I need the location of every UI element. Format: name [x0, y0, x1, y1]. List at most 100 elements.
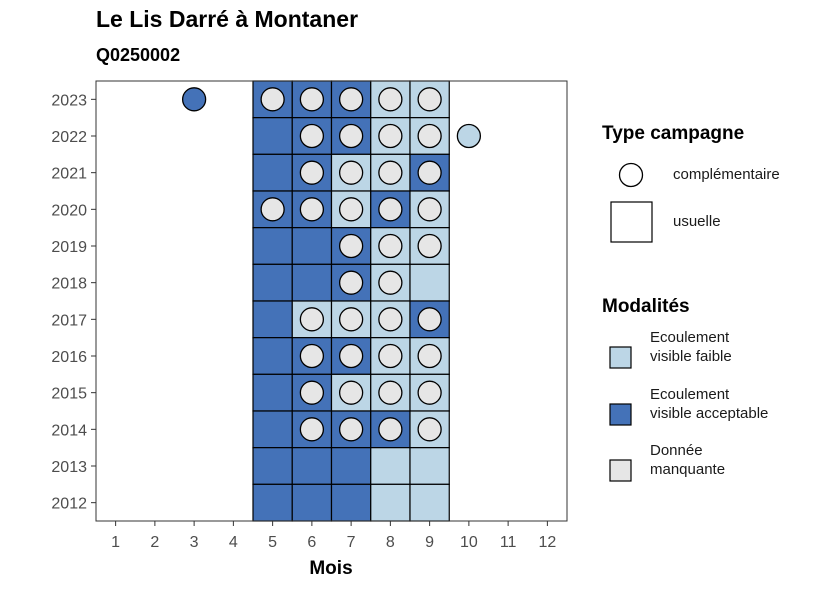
y-tick-label-2022: 2022	[51, 129, 87, 146]
point-2020-6	[299, 197, 325, 222]
point-2015-6	[299, 380, 325, 405]
x-axis-label: Mois	[309, 558, 352, 579]
tile-2018-6	[291, 263, 333, 302]
point-2021-8	[378, 160, 403, 185]
x-tick-label-10: 10	[460, 534, 478, 551]
y-tick-label-2012: 2012	[51, 496, 87, 513]
point-2021-6	[299, 160, 325, 185]
y-tick-label-2017: 2017	[51, 312, 87, 329]
legend-label-manquante: Donnée manquante	[650, 442, 726, 478]
legend-label-acceptable: Ecoulement visible acceptable	[650, 386, 769, 422]
x-tick-label-12: 12	[538, 534, 556, 551]
point-2023-5	[260, 87, 285, 112]
point-2016-9	[417, 343, 442, 369]
y-tick-label-2021: 2021	[51, 166, 87, 183]
point-2023-6	[299, 87, 325, 112]
x-tick-label-1: 1	[111, 534, 120, 551]
point-2022-6	[299, 123, 325, 149]
point-2020-8	[378, 197, 403, 222]
point-2018-7	[338, 270, 364, 295]
point-2022-7	[338, 123, 364, 149]
legend-modalites-title: Modalités	[602, 296, 690, 317]
point-2015-7	[338, 380, 364, 405]
point-2014-7	[338, 417, 364, 442]
legend-key-complementaire	[618, 162, 644, 188]
point-2019-8	[378, 233, 403, 259]
point-2022-10	[456, 123, 482, 149]
point-2020-9	[417, 197, 442, 222]
tile-2013-5	[252, 447, 293, 485]
point-2017-7	[338, 307, 364, 332]
point-2021-9	[417, 160, 442, 185]
tile-2016-6	[291, 337, 333, 375]
point-2022-8	[378, 123, 403, 149]
y-tick-label-2014: 2014	[51, 422, 87, 439]
tile-2014-5	[252, 410, 293, 449]
legend-label-usuelle: usuelle	[673, 213, 721, 230]
point-2014-8	[378, 417, 403, 442]
y-tick-label-2020: 2020	[51, 202, 87, 219]
point-2023-7	[338, 87, 364, 112]
tile-2021-5	[252, 153, 293, 192]
point-2022-9	[417, 123, 442, 149]
tile-2012-7	[330, 483, 372, 522]
x-tick-label-5: 5	[268, 534, 277, 551]
tile-2018-5	[252, 263, 293, 302]
y-tick-label-2023: 2023	[51, 92, 87, 109]
tile-2012-8	[370, 483, 411, 522]
point-2017-9	[417, 307, 442, 332]
point-2017-6	[299, 307, 325, 332]
legend-shapes	[609, 162, 653, 482]
tile-2019-5	[252, 227, 293, 265]
point-2018-8	[378, 270, 403, 295]
tile-2018-9	[409, 263, 450, 302]
tile-2015-5	[252, 373, 293, 412]
point-2015-9	[417, 380, 442, 405]
y-tick-label-2016: 2016	[51, 349, 87, 366]
point-2014-6	[299, 417, 325, 442]
legend-swatch-faible	[609, 346, 632, 369]
tile-2013-7	[330, 447, 372, 485]
tile-2016-5	[252, 337, 293, 375]
legend-label-faible: Ecoulement visible faible	[650, 329, 732, 365]
x-tick-label-4: 4	[229, 534, 238, 551]
point-2023-8	[378, 87, 403, 112]
x-tick-label-3: 3	[190, 534, 199, 551]
point-2020-5	[260, 197, 285, 222]
legend-swatch-manquante	[609, 459, 632, 482]
x-tick-label-6: 6	[307, 534, 316, 551]
chart-subtitle: Q0250002	[96, 45, 181, 65]
tile-2012-9	[409, 483, 450, 522]
plot-area: 1 2 3 4 5 6 7 8 9 10 11 122012201320142015201620172…	[51, 80, 568, 551]
tile-2013-8	[370, 447, 411, 485]
point-2019-9	[417, 233, 442, 259]
x-tick-label-9: 9	[425, 534, 434, 551]
tile-2012-5	[252, 483, 293, 522]
legend-key-usuelle	[610, 201, 653, 243]
point-2017-8	[378, 307, 403, 332]
x-tick-label-2: 2	[150, 534, 159, 551]
point-2016-8	[378, 343, 403, 369]
chart-title: Le Lis Darré à Montaner	[96, 6, 359, 32]
x-tick-label-11: 11	[500, 534, 517, 551]
point-2023-9	[417, 87, 442, 112]
point-2019-7	[338, 233, 364, 259]
y-tick-label-2013: 2013	[51, 459, 87, 476]
tile-2017-5	[252, 300, 293, 339]
point-2016-6	[299, 343, 325, 369]
legend-type-title: Type campagne	[602, 123, 745, 144]
tile-2022-5	[252, 117, 293, 155]
point-2014-9	[417, 417, 442, 442]
x-tick-label-7: 7	[347, 534, 356, 551]
tile-2013-9	[409, 447, 450, 485]
x-tick-label-8: 8	[386, 534, 395, 551]
legend-swatch-acceptable	[609, 403, 632, 426]
legend-label-complementaire: complémentaire	[673, 166, 780, 183]
tile-2019-6	[291, 227, 333, 265]
point-2020-7	[338, 197, 364, 222]
y-tick-label-2018: 2018	[51, 276, 87, 293]
tile-2012-6	[291, 483, 333, 522]
point-2016-7	[338, 343, 364, 369]
point-2023-3	[181, 87, 207, 112]
